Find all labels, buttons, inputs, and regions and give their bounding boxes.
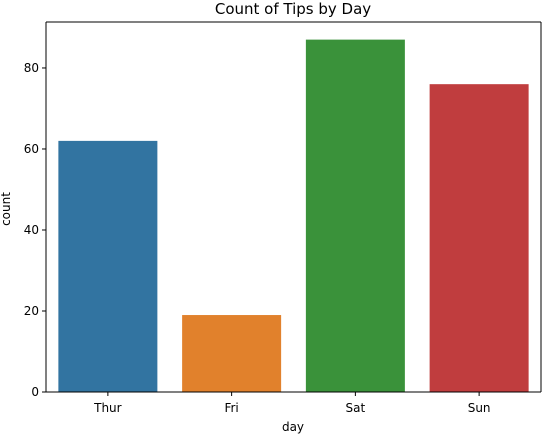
y-tick-label: 0 [31,385,39,399]
y-tick-label: 60 [24,142,39,156]
bar-fri [182,315,282,392]
y-tick-label: 40 [24,223,39,237]
y-tick-label: 20 [24,304,39,318]
x-tick-label: Thur [93,401,122,415]
chart-title: Count of Tips by Day [215,0,371,18]
y-axis-ticks: 0 20 40 60 80 [24,61,46,399]
x-axis-label: day [282,420,304,434]
y-axis-label: count [0,192,13,226]
y-tick-label: 80 [24,61,39,75]
bar-thur [58,140,158,392]
bar-sat [305,39,405,392]
x-tick-label: Fri [224,401,238,415]
bars-group [58,39,529,392]
x-axis-ticks: Thur Fri Sat Sun [93,392,491,415]
x-tick-label: Sun [468,401,491,415]
bar-sun [429,84,529,392]
x-tick-label: Sat [346,401,366,415]
